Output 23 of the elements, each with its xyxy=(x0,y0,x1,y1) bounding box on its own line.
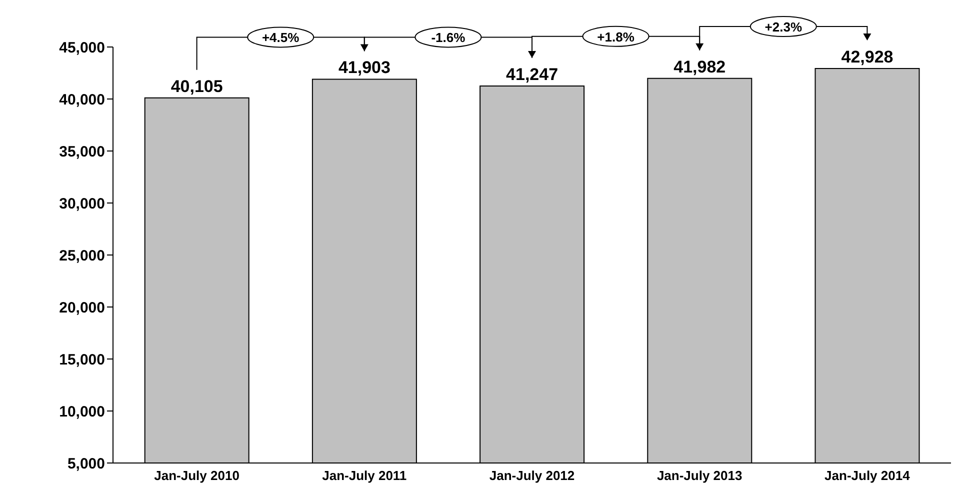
data-label: 40,105 xyxy=(170,76,223,96)
x-tick-label: Jan-July 2012 xyxy=(489,468,575,484)
y-tick-label: 45,000 xyxy=(59,39,105,56)
text: -1.6% xyxy=(431,30,466,46)
x-tick-label: Jan-July 2010 xyxy=(154,468,240,484)
data-label: 42,928 xyxy=(841,48,894,67)
y-tick-label: 30,000 xyxy=(59,195,105,212)
y-tick-label: 5,000 xyxy=(67,455,105,472)
y-tick-label: 25,000 xyxy=(59,247,105,264)
text: +1.8% xyxy=(597,29,635,44)
y-tick-label: 35,000 xyxy=(59,143,105,160)
text: +2.3% xyxy=(764,20,802,35)
y-tick-label: 40,000 xyxy=(59,91,105,108)
y-tick-label: 20,000 xyxy=(59,299,105,316)
y-tick-label: 10,000 xyxy=(59,403,105,420)
y-tick-label: 15,000 xyxy=(59,351,105,368)
x-tick-label: Jan-July 2011 xyxy=(322,468,407,484)
data-label: 41,247 xyxy=(506,65,558,84)
data-label: 41,903 xyxy=(338,58,390,78)
x-tick-label: Jan-July 2013 xyxy=(656,468,742,484)
text: +4.5% xyxy=(262,30,300,46)
x-tick-label: Jan-July 2014 xyxy=(824,468,911,484)
data-label: 41,982 xyxy=(674,57,726,76)
